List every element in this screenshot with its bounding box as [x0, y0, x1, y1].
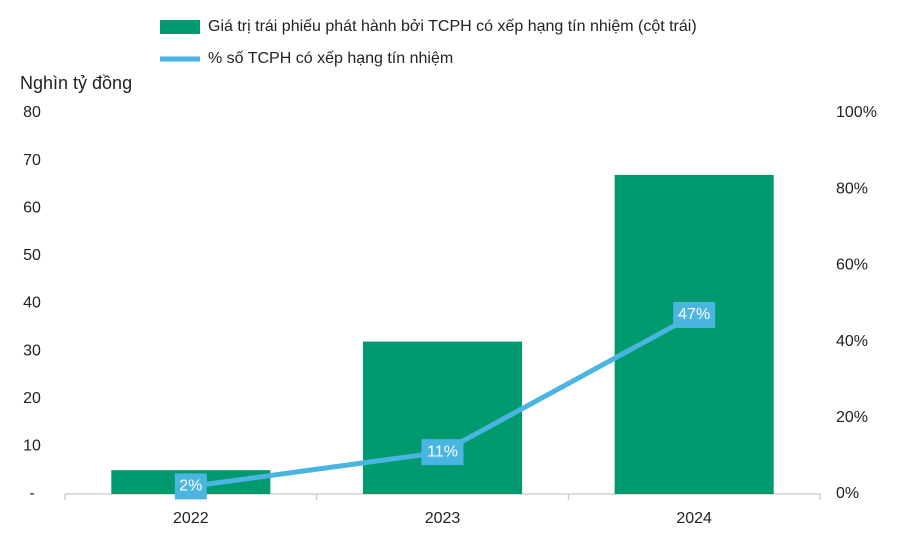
y2-tick-label: 20%	[836, 409, 868, 426]
legend-swatch	[160, 20, 200, 34]
y2-tick-label: 100%	[836, 104, 877, 121]
bar	[614, 174, 774, 494]
x-tick-label: 2022	[173, 510, 209, 527]
legend-label: % số TCPH có xếp hạng tín nhiệm	[208, 50, 453, 67]
y2-tick-label: 40%	[836, 333, 868, 350]
y-tick-label: 70	[23, 152, 41, 169]
y-tick-label: 60	[23, 199, 41, 216]
data-label-box	[673, 301, 716, 328]
x-tick-label: 2023	[425, 510, 461, 527]
y-tick-label: 30	[23, 342, 41, 359]
y2-tick-label: 0%	[836, 485, 859, 502]
data-label-box	[421, 439, 464, 466]
y2-tick-label: 60%	[836, 257, 868, 274]
y2-tick-label: 80%	[836, 180, 868, 197]
y-tick-label: 20	[23, 390, 41, 407]
data-label-box	[174, 473, 207, 500]
data-label: 2%	[179, 478, 202, 495]
y-tick-label: 50	[23, 247, 41, 264]
data-label: 11%	[427, 443, 458, 460]
data-label: 47%	[678, 306, 710, 323]
y-tick-label: -	[29, 485, 34, 502]
legend-label: Giá trị trái phiếu phát hành bởi TCPH có…	[208, 18, 697, 35]
y-tick-label: 10	[23, 438, 41, 455]
y-tick-label: 40	[23, 295, 41, 312]
y-tick-label: 80	[23, 104, 41, 121]
x-tick-label: 2024	[676, 510, 712, 527]
bar	[362, 341, 523, 494]
y-axis-title: Nghìn tỷ đồng	[20, 73, 132, 93]
